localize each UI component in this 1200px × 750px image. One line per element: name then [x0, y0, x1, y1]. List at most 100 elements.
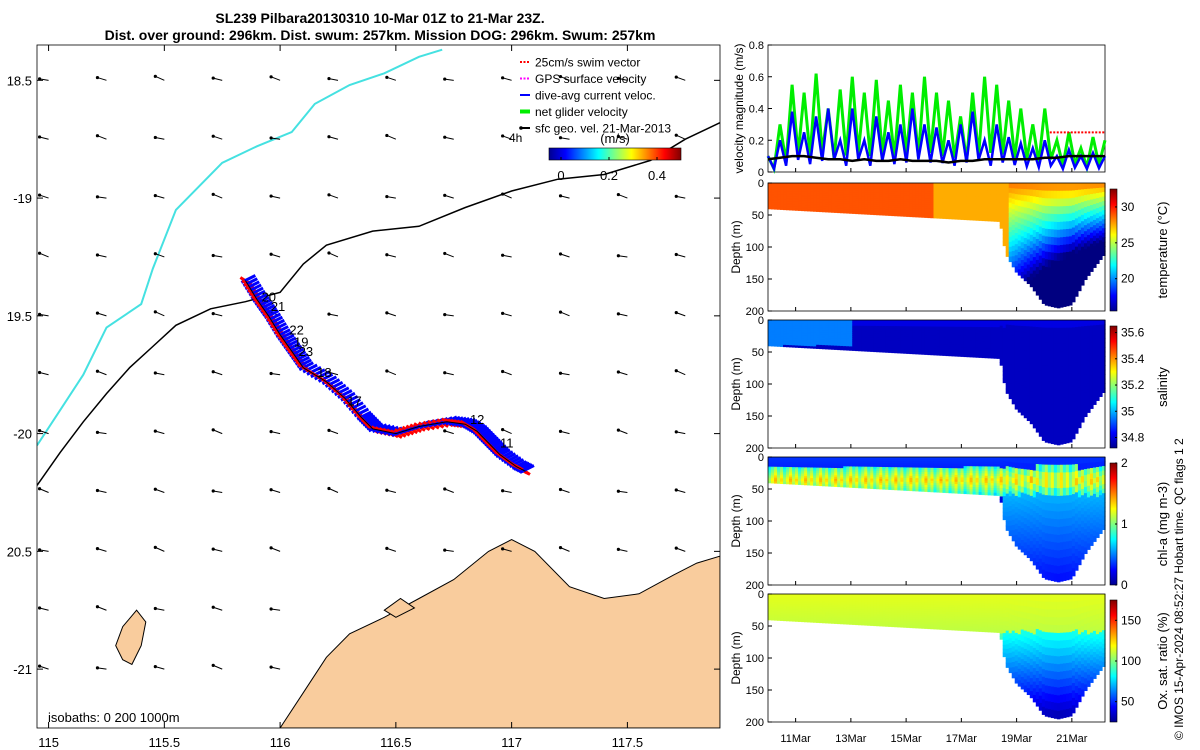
heatmap-cell: [774, 189, 778, 192]
heatmap-cell: [1053, 198, 1058, 207]
heatmap-cell: [786, 340, 790, 343]
heatmap-cell: [894, 187, 898, 190]
heatmap-cell: [1002, 222, 1007, 227]
heatmap-cell: [1086, 246, 1091, 253]
heatmap-cell: [927, 189, 932, 193]
geo-velocity-arrow: [501, 192, 512, 199]
heatmap-cell: [828, 466, 832, 469]
heatmap-cell: [816, 200, 820, 204]
heatmap-cell: [1002, 327, 1007, 333]
heatmap-cell: [984, 208, 989, 212]
heatmap-cell: [804, 469, 808, 472]
heatmap-cell: [849, 464, 853, 468]
heatmap-cell: [1092, 325, 1097, 332]
heatmap-cell: [780, 339, 784, 343]
heatmap-cell: [888, 195, 892, 198]
heatmap-cell: [843, 210, 847, 214]
heatmap-cell: [981, 338, 986, 342]
heatmap-cell: [927, 191, 932, 195]
heatmap-cell: [894, 477, 898, 481]
heatmap-cell: [1062, 183, 1067, 192]
heatmap-cell: [891, 205, 895, 208]
heatmap-cell: [795, 198, 799, 201]
heatmap-cell: [900, 193, 904, 196]
heatmap-cell: [897, 213, 901, 217]
heatmap-cell: [882, 202, 886, 206]
heatmap-cell: [966, 187, 971, 191]
heatmap-cell: [834, 457, 838, 460]
heatmap-cell: [855, 209, 859, 213]
heatmap-cell: [780, 480, 784, 483]
heatmap-cell: [816, 339, 820, 342]
heatmap-cell: [882, 212, 886, 216]
heatmap-cell: [1092, 183, 1097, 189]
panel-colorbar-tick-label: 35: [1121, 404, 1135, 418]
heatmap-cell: [933, 196, 938, 199]
heatmap-cell: [912, 480, 917, 483]
heatmap-cell: [777, 479, 781, 483]
heatmap-cell: [822, 206, 826, 209]
depth-tick-label: 50: [752, 347, 764, 359]
heatmap-cell: [816, 335, 820, 339]
heatmap-cell: [963, 196, 968, 200]
heatmap-cell: [1095, 243, 1100, 249]
heatmap-cell: [1083, 344, 1088, 351]
heatmap-cell: [993, 187, 998, 191]
heatmap-cell: [867, 457, 871, 460]
heatmap-cell: [1077, 236, 1082, 245]
heatmap-cell: [768, 205, 772, 208]
heatmap-cell: [798, 458, 802, 462]
heatmap-cell: [1062, 198, 1067, 207]
heatmap-cell: [966, 194, 971, 198]
heatmap-cell: [966, 338, 971, 342]
heatmap-cell: [1017, 223, 1022, 230]
heatmap-cell: [972, 194, 977, 198]
heatmap-cell: [1083, 213, 1088, 220]
heatmap-cell: [1014, 199, 1019, 206]
heatmap-cell: [957, 189, 962, 193]
heatmap-cell: [849, 321, 853, 325]
heatmap-cell: [909, 191, 914, 195]
x-tick-label: 117.5: [612, 735, 644, 750]
heatmap-cell: [816, 184, 820, 188]
heatmap-cell: [858, 344, 862, 348]
heatmap-cell: [783, 197, 787, 201]
heatmap-cell: [975, 345, 980, 349]
heatmap-cell: [960, 189, 965, 193]
legend-entry: 25cm/s swim vector: [535, 56, 640, 70]
heatmap-cell: [933, 465, 938, 469]
heatmap-cell: [852, 337, 856, 340]
heatmap-cell: [966, 352, 971, 355]
heatmap-cell: [972, 215, 977, 219]
heatmap-cell: [1038, 262, 1043, 271]
heatmap-cell: [786, 203, 790, 206]
heatmap-cell: [810, 205, 814, 209]
heatmap-cell: [795, 320, 799, 323]
heatmap-cell: [825, 347, 829, 350]
heatmap-cell: [768, 471, 772, 474]
heatmap-cell: [837, 197, 841, 201]
heatmap-cell: [1098, 367, 1103, 374]
heatmap-cell: [879, 183, 883, 186]
heatmap-cell: [828, 345, 832, 348]
heatmap-cell: [984, 348, 989, 352]
heatmap-cell: [1080, 402, 1085, 410]
geo-velocity-arrow: [385, 546, 397, 552]
heatmap-cell: [1095, 213, 1100, 219]
heatmap-cell: [816, 327, 820, 330]
heatmap-cell: [1038, 428, 1043, 437]
heatmap-cell: [786, 465, 790, 468]
heatmap-cell: [1008, 251, 1013, 258]
heatmap-cell: [903, 193, 908, 197]
heatmap-cell: [870, 474, 874, 478]
heatmap-cell: [867, 462, 871, 466]
heatmap-cell: [804, 320, 808, 323]
heatmap-cell: [1011, 388, 1016, 394]
heatmap-cell: [1047, 435, 1052, 444]
heatmap-cell: [846, 472, 850, 475]
heatmap-cell: [771, 326, 775, 329]
heatmap-cell: [864, 320, 868, 323]
heatmap-cell: [783, 187, 787, 191]
heatmap-cell: [795, 196, 799, 199]
heatmap-cell: [843, 320, 847, 323]
